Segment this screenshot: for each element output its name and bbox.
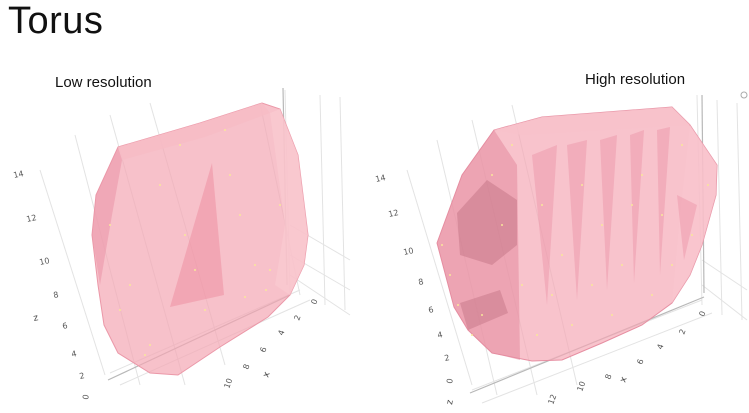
hull-top-facet [118, 103, 270, 160]
sample-points-high [441, 144, 709, 336]
z-tick: 8 [53, 290, 60, 300]
corner-marker-icon [740, 91, 748, 99]
z-tick: 14 [13, 169, 25, 180]
panel-label-low-resolution: Low resolution [55, 74, 152, 91]
z-axis-title: z [33, 313, 40, 324]
hull-dark-facet-2 [460, 290, 508, 330]
hull-dark-facet-1 [457, 180, 517, 265]
z-tick: 4 [71, 349, 78, 359]
z-tick: 14 [375, 173, 387, 184]
z-tick: 12 [388, 208, 400, 219]
hull-right-facet [672, 125, 717, 303]
z-tick: 6 [62, 321, 69, 331]
z-tick: 8 [418, 277, 425, 287]
z-tick: 2 [444, 353, 451, 363]
x-tick: 10 [575, 380, 587, 393]
hull-left-facet [92, 147, 122, 285]
hull-inner-facets [532, 127, 697, 305]
z-tick: 4 [437, 330, 444, 340]
x-tick: 12 [546, 393, 558, 406]
x-tick: 0 [309, 298, 319, 306]
x-axis-title: x [261, 370, 272, 379]
x-tick: 0 [697, 310, 707, 318]
plot-low-resolution[interactable]: 14 12 10 8 6 4 2 0 z 0 2 4 6 8 10 x [0, 85, 375, 413]
z-tick: 0 [445, 378, 455, 385]
z-axis-title: z [445, 399, 456, 406]
slide-title: Torus [8, 0, 104, 42]
x-tick: 8 [603, 373, 613, 381]
hull-top-facet [494, 107, 690, 135]
x-tick: 10 [222, 377, 234, 390]
hull-right-facet [270, 109, 308, 295]
z-tick: 0 [81, 394, 91, 401]
z-tick: 12 [26, 213, 38, 224]
x-axis-title: x [618, 375, 629, 384]
x-tick: 2 [677, 328, 687, 336]
x-tick: 6 [258, 346, 268, 354]
x-tick: 2 [292, 314, 302, 322]
x-tick: 4 [655, 343, 665, 351]
sample-points-low [109, 129, 281, 356]
x-tick: 8 [241, 363, 251, 371]
plot-high-resolution[interactable]: 14 12 10 8 6 4 2 0 z 0 2 4 6 8 10 12 x [372, 85, 749, 413]
z-tick: 10 [403, 246, 415, 257]
hull-inner-facet [170, 163, 224, 307]
z-tick: 6 [428, 305, 435, 315]
panel-label-high-resolution: High resolution [585, 71, 686, 88]
x-tick: 6 [635, 358, 645, 366]
z-tick: 10 [39, 256, 51, 267]
z-tick: 2 [79, 371, 86, 381]
x-tick: 4 [276, 329, 286, 337]
